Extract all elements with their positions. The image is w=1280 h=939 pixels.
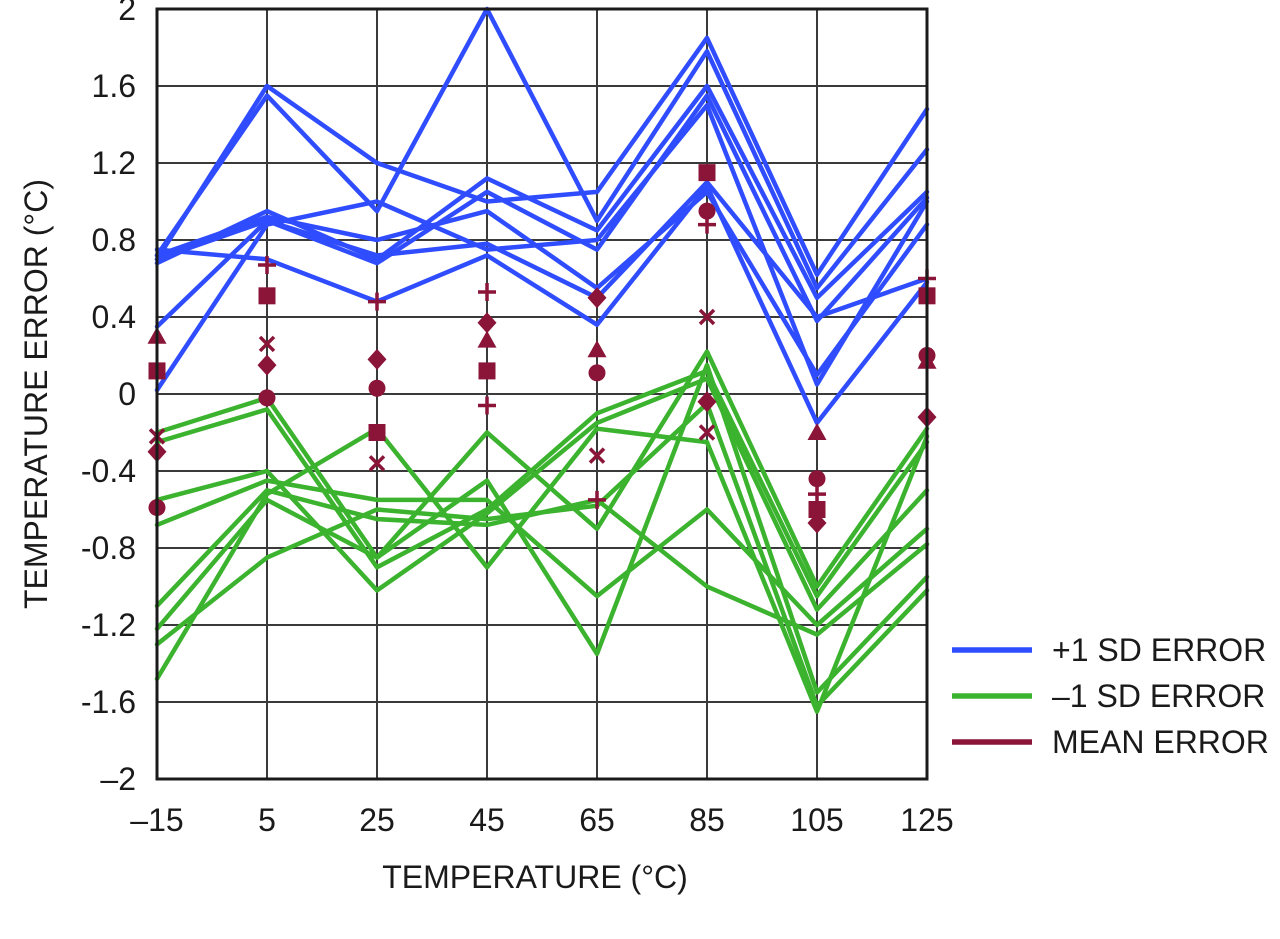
x-tick-label: 5 xyxy=(258,802,276,838)
mean-marker-x xyxy=(258,335,276,353)
plus-sd-line xyxy=(154,103,930,393)
minus-sd-series-group xyxy=(154,349,930,714)
x-tick-labels: –15 5 25 45 65 85 105 125 xyxy=(130,802,953,838)
mean-marker-diamond xyxy=(367,348,387,370)
x-tick-label: 45 xyxy=(469,802,505,838)
mean-marker-x xyxy=(698,424,716,441)
mean-marker-plus xyxy=(588,490,606,509)
mean-marker-square xyxy=(698,164,716,182)
y-tick-label: 2 xyxy=(118,0,136,27)
mean-marker-plus xyxy=(258,256,276,275)
mean-marker-plus xyxy=(368,292,386,311)
mean-marker-diamond xyxy=(807,512,827,534)
minus-sd-line xyxy=(154,349,930,589)
mean-marker-plus xyxy=(478,396,496,415)
mean-marker-triangle xyxy=(587,340,607,358)
minus-sd-line xyxy=(154,426,930,714)
mean-marker-diamond xyxy=(257,354,277,376)
x-tick-label: 25 xyxy=(359,802,395,838)
x-tick-label: 65 xyxy=(579,802,615,838)
legend-label: MEAN ERROR xyxy=(1052,724,1269,760)
y-tick-label: -1.6 xyxy=(81,684,136,720)
mean-marker-circle xyxy=(698,202,716,220)
x-tick-label: 105 xyxy=(790,802,843,838)
minus-sd-line xyxy=(154,401,930,709)
mean-marker-square xyxy=(808,501,826,518)
mean-marker-square xyxy=(258,287,276,305)
minus-sd-line xyxy=(154,362,930,695)
gridlines xyxy=(156,8,928,780)
y-tick-label: -0.4 xyxy=(81,453,136,489)
x-tick-label: –15 xyxy=(130,802,183,838)
plus-sd-line xyxy=(154,35,930,277)
mean-marker-diamond xyxy=(477,312,497,334)
y-tick-label: 1.2 xyxy=(92,145,136,181)
mean-marker-diamond xyxy=(697,391,717,413)
y-tick-label: 0 xyxy=(118,376,136,412)
mean-marker-triangle xyxy=(477,330,497,348)
y-tick-label: 1.6 xyxy=(92,68,136,104)
legend: +1 SD ERROR –1 SD ERROR MEAN ERROR xyxy=(952,632,1269,760)
minus-sd-line xyxy=(154,376,930,612)
mean-marker-x xyxy=(588,447,606,464)
mean-marker-circle xyxy=(808,470,826,488)
mean-marker-plus xyxy=(478,282,496,301)
mean-marker-triangle xyxy=(807,423,827,440)
plot-frame xyxy=(155,7,929,781)
y-tick-labels: 2 1.6 1.2 0.8 0.4 0 -0.4 -0.8 -1.2 -1.6 –2 xyxy=(81,0,136,797)
y-axis-title: TEMPERATURE ERROR (°C) xyxy=(18,179,54,609)
mean-marker-circle xyxy=(258,389,276,407)
x-axis-title: TEMPERATURE (°C) xyxy=(382,859,688,895)
plus-sd-series-group xyxy=(154,6,930,426)
mean-marker-square xyxy=(368,424,386,441)
minus-sd-line xyxy=(154,368,930,599)
y-tick-label: -1.2 xyxy=(81,607,136,643)
y-tick-label: -0.8 xyxy=(81,530,136,566)
legend-label: –1 SD ERROR xyxy=(1052,678,1265,714)
mean-marker-plus xyxy=(698,215,716,234)
mean-marker-circle xyxy=(368,379,386,397)
legend-label: +1 SD ERROR xyxy=(1052,632,1266,668)
mean-marker-plus xyxy=(808,485,826,504)
plus-sd-line xyxy=(154,183,930,426)
x-tick-label: 85 xyxy=(689,802,725,838)
mean-marker-square xyxy=(478,362,496,380)
y-tick-label: 0.8 xyxy=(92,222,136,258)
mean-marker-x xyxy=(368,455,386,472)
y-tick-label: –2 xyxy=(100,761,136,797)
mean-marker-diamond xyxy=(587,287,607,309)
plus-sd-line xyxy=(154,6,930,291)
y-tick-label: 0.4 xyxy=(92,299,136,335)
x-tick-label: 125 xyxy=(900,802,953,838)
plus-sd-line xyxy=(154,179,930,320)
mean-marker-circle xyxy=(588,364,606,382)
mean-marker-x xyxy=(698,308,716,326)
